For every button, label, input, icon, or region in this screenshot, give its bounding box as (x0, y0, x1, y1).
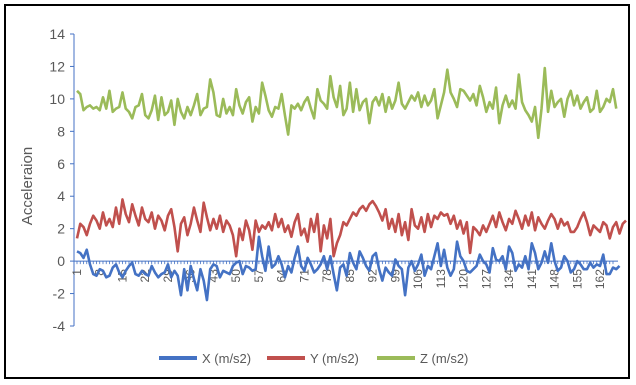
x-tick-label: 8 (93, 269, 107, 276)
legend-label: Z (m/s2) (420, 351, 468, 366)
y-axis-title: Acceleraion (19, 147, 36, 225)
x-tick-label: 50 (229, 269, 243, 283)
y-tick-label: 0 (57, 253, 65, 269)
x-tick-label: 162 (593, 269, 607, 289)
y-tick-label: -4 (53, 318, 66, 334)
x-tick-label: 113 (434, 269, 448, 288)
x-tick-label: 92 (366, 269, 380, 283)
y-tick-label: 8 (57, 123, 65, 139)
series-lines (75, 66, 627, 302)
axis-labels: Acceleraion (19, 147, 36, 225)
y-tick-label: -2 (53, 286, 66, 302)
y-tick-label: 4 (57, 188, 65, 204)
series-line-0 (76, 235, 621, 302)
x-tick-label: 127 (479, 269, 493, 289)
y-tick-label: 12 (49, 58, 65, 74)
y-tick-label: 2 (57, 221, 65, 237)
y-tick-label: 10 (49, 91, 65, 107)
y-tick-label: 6 (57, 156, 65, 172)
chart-frame: -4 -2 0 2 4 6 8 10 12 14 1 8 15 22 29 36 43 50 57 64 71 78 85 9… (4, 4, 630, 379)
x-tick-label: 141 (525, 269, 539, 289)
y-tick-label: 14 (49, 26, 65, 42)
x-tick-label: 134 (502, 269, 516, 289)
x-tick-label: 148 (548, 269, 562, 289)
series-line-2 (76, 66, 618, 140)
x-tick-label: 57 (252, 269, 266, 283)
x-tick-label: 71 (297, 269, 311, 283)
x-tick-label: 106 (411, 269, 425, 289)
x-tick-label: 1 (70, 269, 84, 276)
x-tick-label: 120 (457, 269, 471, 289)
series-line-1 (75, 198, 627, 258)
legend-label: X (m/s2) (202, 351, 251, 366)
legend-label: Y (m/s2) (310, 351, 359, 366)
x-tick-label: 78 (320, 269, 334, 283)
x-tick-label: 155 (570, 269, 584, 289)
legend: X (m/s2) Y (m/s2) Z (m/s2) (159, 351, 468, 366)
